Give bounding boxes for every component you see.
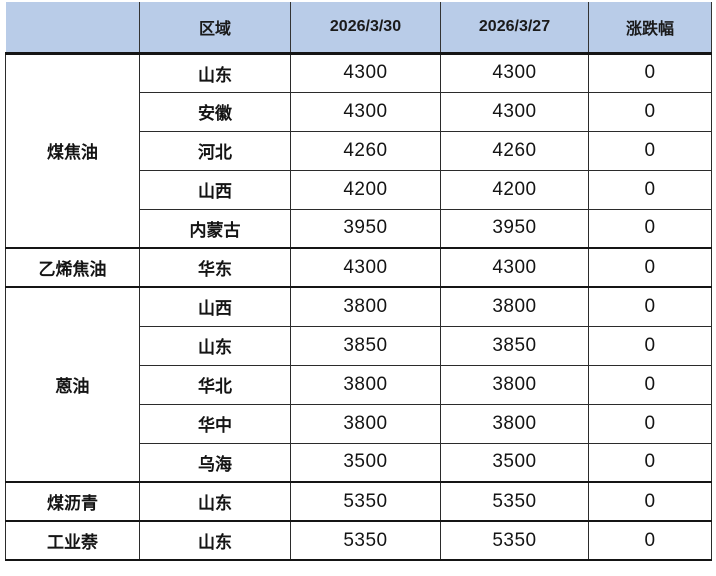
header-product [5, 2, 140, 55]
region-cell: 山东 [139, 325, 291, 366]
price-previous-cell: 4300 [440, 52, 589, 93]
product-cell: 工业萘 [5, 520, 140, 561]
change-cell: 0 [588, 130, 712, 171]
header-region: 区域 [139, 2, 291, 55]
product-cell: 乙烯焦油 [5, 247, 140, 288]
price-previous-cell: 3500 [440, 442, 589, 483]
change-cell: 0 [588, 247, 712, 288]
table-row: 煤焦油 山东 4300 4300 0 [5, 52, 712, 249]
price-table: 区域 2026/3/30 2026/3/27 涨跌幅 煤焦油 山东 4300 4300… [5, 2, 712, 561]
price-current-cell: 3500 [290, 442, 441, 483]
change-cell: 0 [588, 169, 712, 210]
region-cell: 山东 [139, 52, 291, 93]
table-row: 山西 4200 4200 0 [6, 169, 712, 210]
price-previous-cell: 3800 [440, 286, 589, 327]
table-row: 乌海 3500 3500 0 [6, 442, 712, 483]
change-cell: 0 [588, 325, 712, 366]
header-change: 涨跌幅 [588, 2, 712, 55]
region-cell: 山东 [139, 481, 291, 522]
price-previous-cell: 4260 [440, 130, 589, 171]
price-previous-cell: 5350 [440, 481, 589, 522]
price-previous-cell: 4300 [440, 247, 589, 288]
region-cell: 安徽 [139, 91, 291, 132]
change-cell: 0 [588, 403, 712, 444]
table-row: 蒽油 山西 3800 3800 0 [5, 286, 712, 483]
price-previous-cell: 3800 [440, 364, 589, 405]
table-row: 山东 3850 3850 0 [6, 325, 712, 366]
region-cell: 山西 [139, 286, 291, 327]
change-cell: 0 [588, 208, 712, 249]
price-current-cell: 3800 [290, 403, 441, 444]
region-cell: 乌海 [139, 442, 291, 483]
price-previous-cell: 3850 [440, 325, 589, 366]
price-previous-cell: 4300 [440, 91, 589, 132]
price-current-cell: 4260 [290, 130, 441, 171]
table-row: 华中 3800 3800 0 [6, 403, 712, 444]
change-cell: 0 [588, 442, 712, 483]
region-cell: 华北 [139, 364, 291, 405]
change-cell: 0 [588, 286, 712, 327]
change-cell: 0 [588, 481, 712, 522]
region-cell: 河北 [139, 130, 291, 171]
change-cell: 0 [588, 91, 712, 132]
price-current-cell: 4300 [290, 247, 441, 288]
price-current-cell: 5350 [290, 481, 441, 522]
price-current-cell: 4300 [290, 91, 441, 132]
change-cell: 0 [588, 364, 712, 405]
price-current-cell: 3950 [290, 208, 441, 249]
table-row: 乙烯焦油 华东 4300 4300 0 [5, 247, 712, 288]
price-current-cell: 3800 [290, 286, 441, 327]
header-date-previous: 2026/3/27 [440, 2, 589, 55]
table-row: 内蒙古 3950 3950 0 [6, 208, 712, 249]
price-current-cell: 5350 [290, 520, 441, 561]
change-cell: 0 [588, 520, 712, 561]
product-cell: 煤焦油 [5, 52, 140, 249]
table-row: 华北 3800 3800 0 [6, 364, 712, 405]
product-cell: 蒽油 [5, 286, 140, 483]
product-cell: 煤沥青 [5, 481, 140, 522]
table-row: 工业萘 山东 5350 5350 0 [5, 520, 712, 561]
table-row: 河北 4260 4260 0 [6, 130, 712, 171]
price-previous-cell: 3950 [440, 208, 589, 249]
region-cell: 华中 [139, 403, 291, 444]
region-cell: 山东 [139, 520, 291, 561]
header-date-current: 2026/3/30 [290, 2, 441, 55]
region-cell: 山西 [139, 169, 291, 210]
price-previous-cell: 3800 [440, 403, 589, 444]
header-row: 区域 2026/3/30 2026/3/27 涨跌幅 [5, 2, 712, 55]
table-row: 煤沥青 山东 5350 5350 0 [5, 481, 712, 522]
price-current-cell: 4300 [290, 52, 441, 93]
price-current-cell: 3850 [290, 325, 441, 366]
price-previous-cell: 4200 [440, 169, 589, 210]
table-row: 安徽 4300 4300 0 [6, 91, 712, 132]
region-cell: 内蒙古 [139, 208, 291, 249]
price-current-cell: 3800 [290, 364, 441, 405]
price-current-cell: 4200 [290, 169, 441, 210]
region-cell: 华东 [139, 247, 291, 288]
change-cell: 0 [588, 52, 712, 93]
price-previous-cell: 5350 [440, 520, 589, 561]
